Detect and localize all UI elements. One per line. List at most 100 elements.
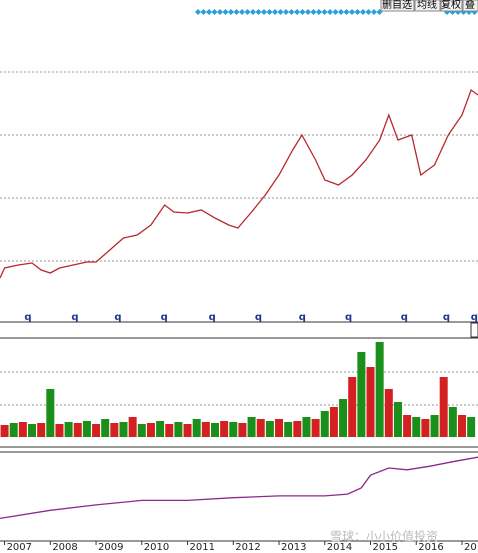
volume-bar [0, 425, 9, 437]
event-diamond [371, 9, 377, 15]
event-diamond [195, 9, 201, 15]
event-diamond [349, 9, 355, 15]
volume-bar [46, 389, 55, 437]
volume-bar [18, 422, 27, 437]
event-diamond [283, 9, 289, 15]
volume-bar [156, 421, 165, 437]
volume-bar [210, 423, 219, 437]
volume-bar [320, 411, 329, 437]
volume-bar [192, 419, 201, 437]
volume-bar [28, 424, 37, 437]
x-tick-label: 2015 [373, 542, 398, 553]
marker-label: q [71, 312, 78, 323]
event-diamond [255, 9, 262, 15]
volume-bar [457, 415, 466, 437]
volume-bar [146, 423, 155, 437]
volume-bar [73, 423, 82, 437]
event-diamond [321, 9, 328, 15]
volume-bar [384, 389, 393, 437]
event-diamond [222, 9, 229, 15]
marker-label: q [299, 312, 306, 323]
event-diamond [211, 9, 218, 15]
button-label[interactable]: 删自选 [382, 0, 412, 11]
button[interactable] [414, 0, 441, 12]
volume-bar [165, 424, 174, 437]
button[interactable] [440, 0, 463, 12]
volume-bar [366, 367, 375, 437]
volume-bar [238, 423, 247, 437]
volume-bar [229, 422, 238, 437]
marker-label: q [471, 312, 478, 323]
button[interactable] [462, 0, 478, 12]
volume-bar [403, 415, 412, 437]
button[interactable] [380, 0, 415, 12]
event-diamond [332, 9, 339, 15]
x-tick-label: 2013 [281, 542, 306, 553]
button-label[interactable]: 叠 [465, 0, 475, 11]
volume-bar [101, 419, 110, 437]
volume-bar [220, 421, 229, 437]
event-diamond [299, 9, 306, 15]
event-diamond [360, 9, 366, 15]
event-diamond [310, 9, 317, 15]
marker-label: q [24, 312, 31, 323]
marker-label: q [443, 312, 450, 323]
x-tick-label: 2016 [418, 542, 443, 553]
volume-bar [9, 423, 18, 437]
volume-bar [329, 407, 338, 437]
event-diamond [354, 9, 361, 15]
volume-bar [375, 342, 384, 437]
event-diamond [272, 9, 278, 15]
series-line [0, 88, 478, 279]
volume-bar [430, 415, 439, 437]
volume-bar [339, 399, 348, 437]
button-label[interactable]: 复权 [441, 0, 461, 11]
series-line [0, 456, 478, 520]
event-diamond [217, 9, 223, 15]
toolbar: 删自选 均线 复权 叠 [380, 0, 478, 12]
event-diamond [200, 9, 207, 15]
volume-bar [37, 423, 46, 437]
x-tick-label: 2011 [190, 542, 215, 553]
volume-bar [284, 422, 293, 437]
event-diamond [316, 9, 322, 15]
volume-bar [64, 422, 73, 437]
event-diamond [365, 9, 372, 15]
button-label[interactable]: 均线 [417, 0, 437, 11]
x-tick-label: 2012 [235, 542, 260, 553]
x-tick-label: 2017 [464, 542, 478, 553]
event-diamond [343, 9, 350, 15]
marker-label: q [401, 312, 408, 323]
volume-bar [137, 424, 146, 437]
scroll-box[interactable] [470, 322, 478, 338]
marker-label: q [255, 312, 262, 323]
x-tick-label: 2007 [7, 542, 32, 553]
volume-bar [128, 417, 137, 437]
volume-bar [439, 377, 448, 437]
volume-bar [174, 422, 183, 437]
event-diamond [305, 9, 311, 15]
volume-bar [448, 407, 457, 437]
volume-bar [421, 419, 430, 437]
volume-bar [393, 402, 402, 437]
event-diamond [206, 9, 212, 15]
marker-label: q [114, 312, 121, 323]
volume-bar [183, 424, 192, 437]
volume-bar [256, 419, 265, 437]
volume-bar [293, 421, 302, 437]
event-diamond [233, 9, 240, 15]
event-diamond [266, 9, 273, 15]
volume-bar [82, 421, 91, 437]
volume-bar [311, 419, 320, 437]
volume-bar [412, 417, 421, 437]
event-diamond [228, 9, 234, 15]
event-markers [195, 9, 478, 15]
volume-bar [302, 417, 311, 437]
volume-bar [247, 417, 256, 437]
x-tick-label: 2010 [144, 542, 169, 553]
watermark: 雪球：小小价值投资 [330, 529, 438, 544]
x-tick-label: 2008 [52, 542, 77, 553]
event-diamond [250, 9, 256, 15]
volume-bar [110, 423, 119, 437]
